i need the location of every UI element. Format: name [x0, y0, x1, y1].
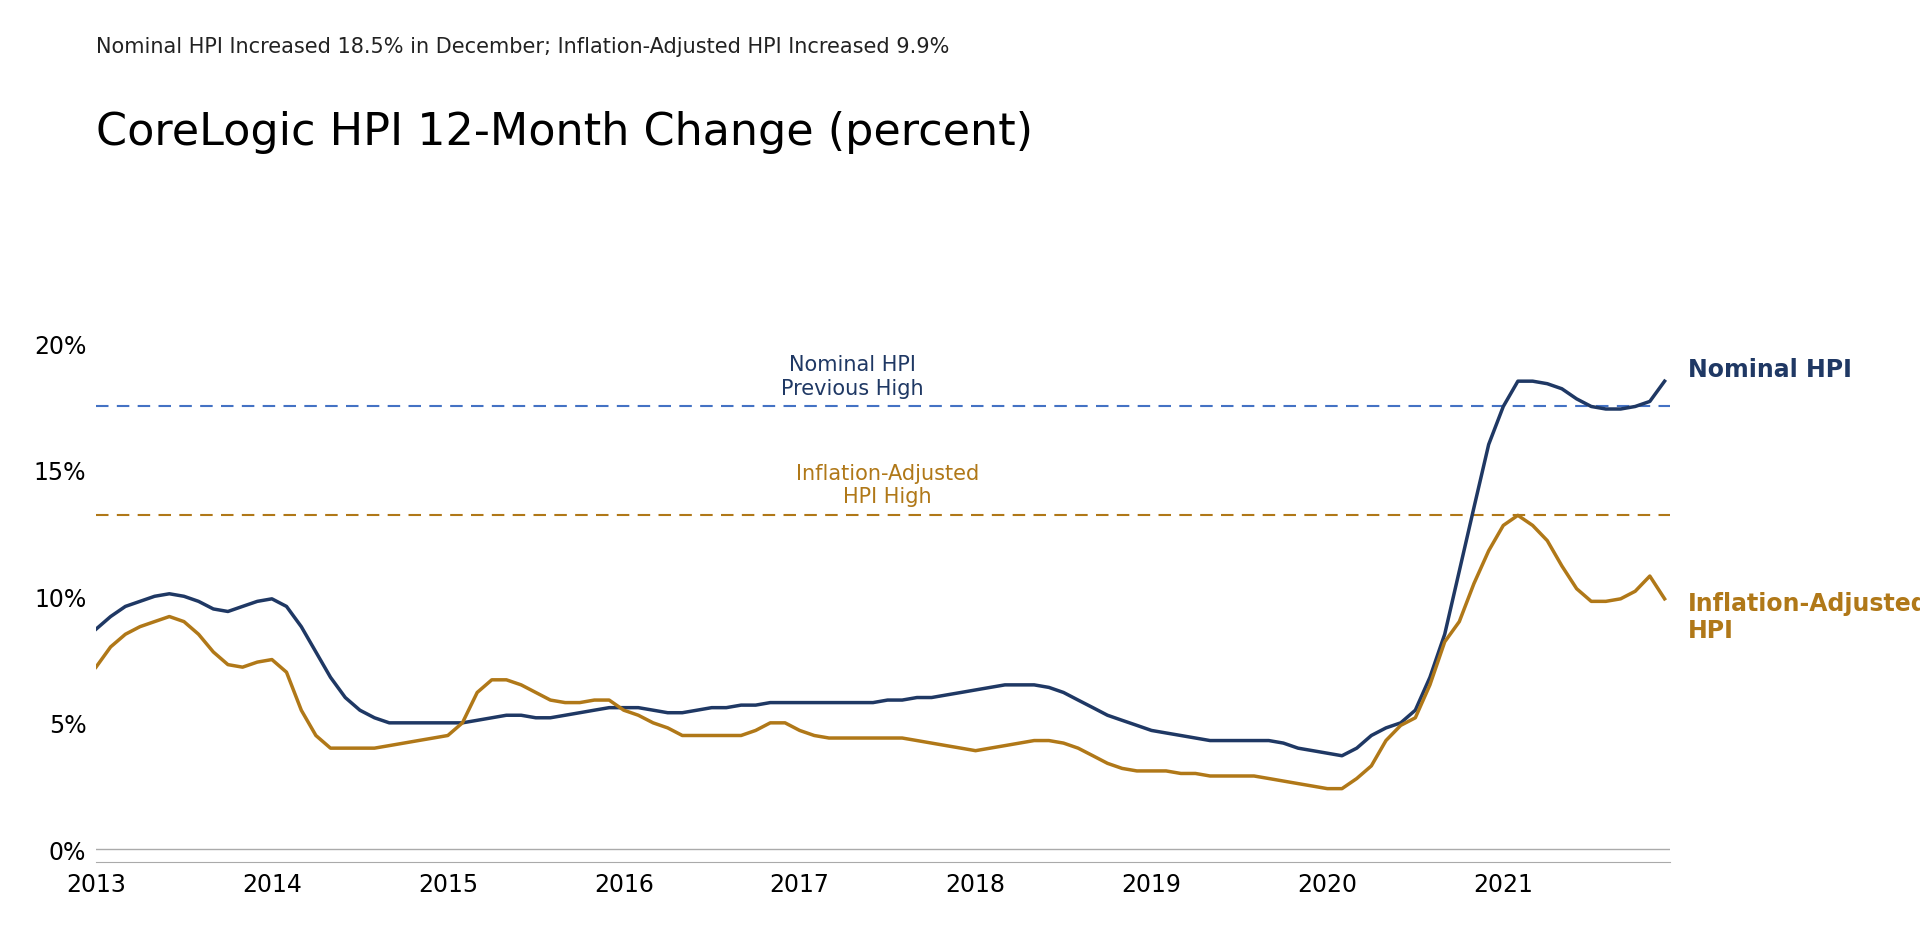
Text: Nominal HPI Increased 18.5% in December; Inflation-Adjusted HPI Increased 9.9%: Nominal HPI Increased 18.5% in December;… [96, 37, 948, 57]
Text: Inflation-Adjusted
HPI: Inflation-Adjusted HPI [1688, 591, 1920, 642]
Text: Nominal HPI
Previous High: Nominal HPI Previous High [781, 355, 924, 399]
Text: CoreLogic HPI 12-Month Change (percent): CoreLogic HPI 12-Month Change (percent) [96, 111, 1033, 154]
Text: Nominal HPI: Nominal HPI [1688, 357, 1853, 381]
Text: Inflation-Adjusted
HPI High: Inflation-Adjusted HPI High [797, 464, 979, 507]
